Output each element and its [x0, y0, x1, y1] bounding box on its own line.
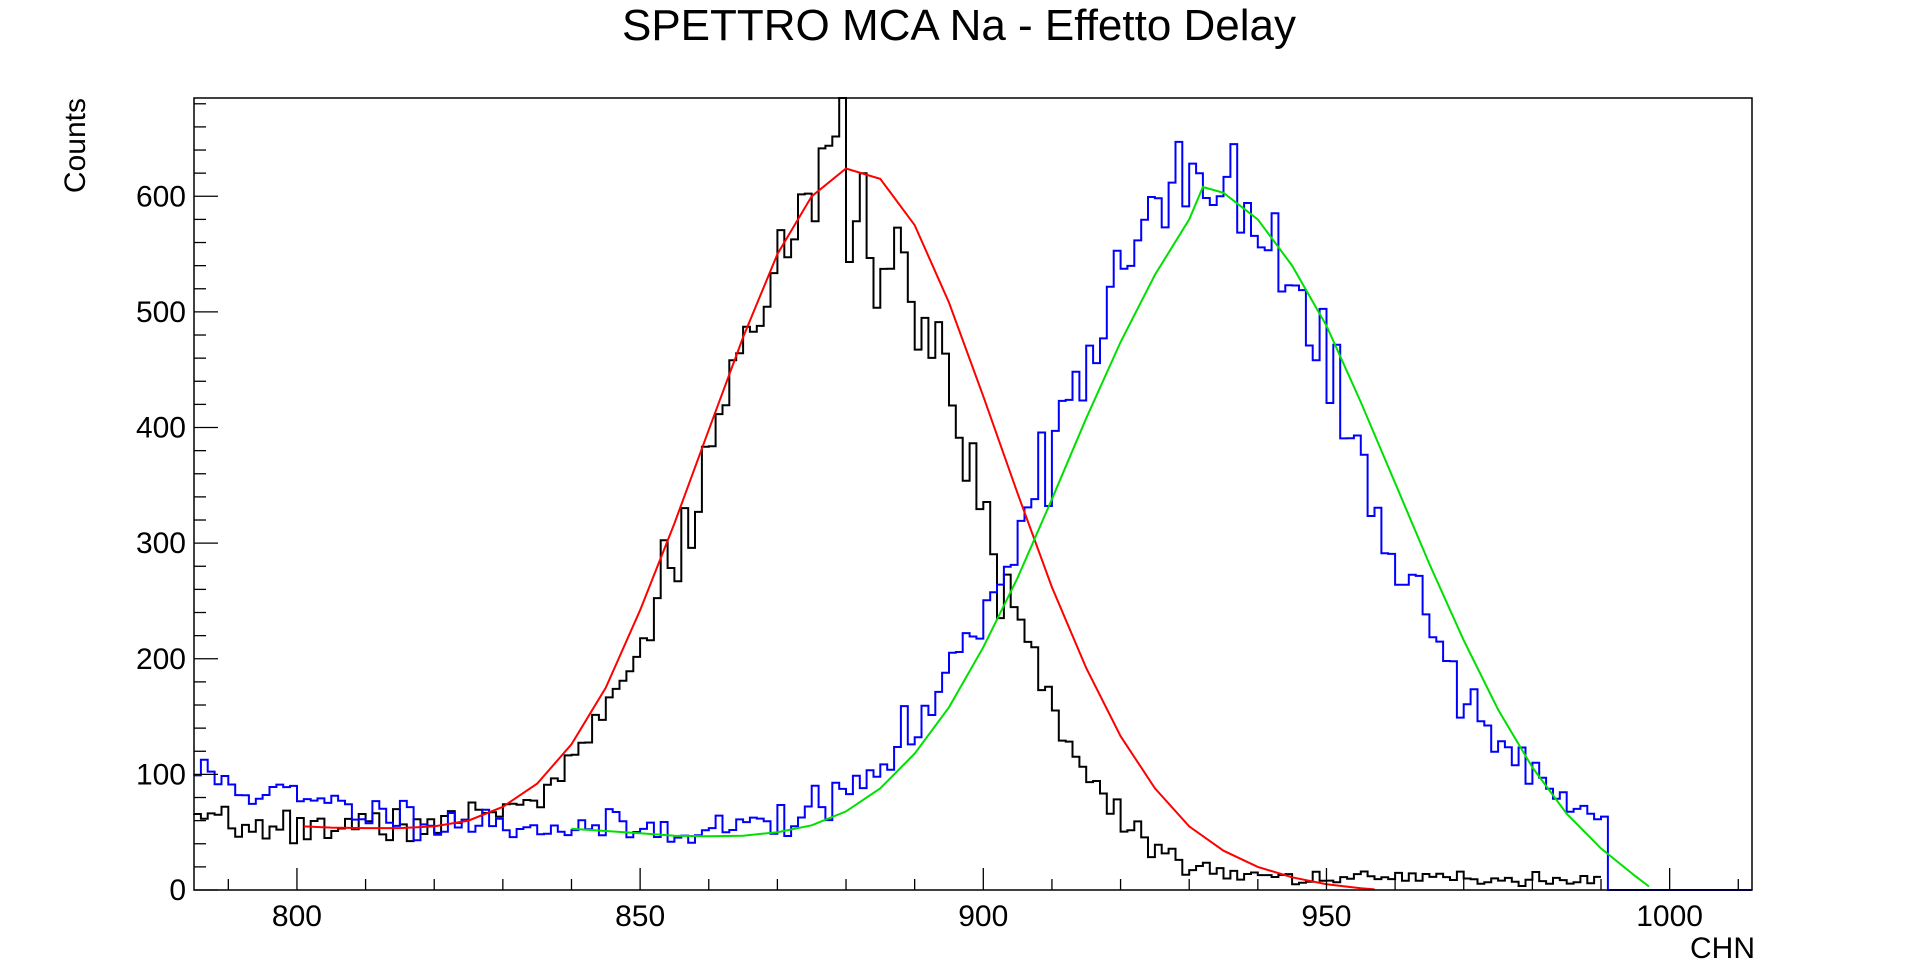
- y-tick-label: 200: [136, 643, 186, 676]
- y-tick-label: 100: [136, 758, 186, 791]
- x-tick-label: 1000: [1636, 900, 1703, 933]
- fit-red: [303, 167, 1375, 891]
- plot-frame: [193, 97, 1753, 891]
- y-tick-label: 500: [136, 296, 186, 329]
- y-tick-label: 300: [136, 527, 186, 560]
- y-tick-label: 0: [169, 874, 186, 907]
- x-tick-label: 900: [958, 900, 1008, 933]
- histogram-black: [193, 97, 1601, 887]
- fit-green: [571, 185, 1650, 888]
- x-axis-title: CHN: [1690, 932, 1755, 965]
- x-tick-label: 850: [615, 900, 665, 933]
- x-tick-label: 800: [272, 900, 322, 933]
- chart-title: SPETTRO MCA Na - Effetto Delay: [622, 1, 1296, 50]
- y-tick-label: 400: [136, 412, 186, 445]
- axis-ticks: 800 850 900 950 1000 0 100 200 300 400 500 600: [136, 103, 1739, 933]
- x-tick-label: 950: [1301, 900, 1351, 933]
- series-layer: [193, 97, 1752, 891]
- y-axis-title: Counts: [59, 98, 92, 193]
- histogram-blue: [193, 140, 1752, 891]
- y-tick-label: 600: [136, 180, 186, 213]
